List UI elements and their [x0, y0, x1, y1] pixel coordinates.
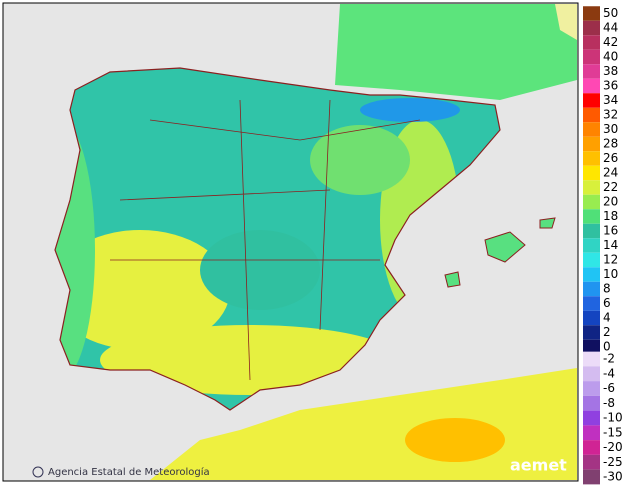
- legend-swatch: [583, 35, 600, 50]
- ibiza: [444, 271, 461, 288]
- legend-label: -4: [603, 366, 615, 380]
- legend-label: -2: [603, 352, 615, 366]
- legend-swatch: [583, 339, 600, 355]
- legend-swatch: [583, 366, 600, 382]
- legend-swatch: [583, 310, 600, 326]
- legend-swatch: [583, 469, 600, 485]
- legend-swatch: [583, 20, 600, 36]
- legend-swatch: [583, 136, 600, 152]
- legend-label: -20: [603, 440, 623, 454]
- legend-label: 26: [603, 151, 618, 165]
- legend-label: 34: [603, 93, 618, 107]
- france-east: [555, 4, 577, 40]
- legend-label: 38: [603, 64, 618, 78]
- legend-label: 44: [603, 21, 618, 35]
- green-coast: [55, 120, 95, 380]
- legend-swatch: [583, 165, 600, 181]
- legend-swatch: [583, 454, 600, 470]
- legend-label: 36: [603, 79, 618, 93]
- legend-label: 0: [603, 340, 611, 354]
- legend-swatch: [583, 425, 600, 441]
- legend-label: 42: [603, 35, 618, 49]
- africa-hot: [405, 418, 505, 462]
- legend-label: 12: [603, 253, 618, 267]
- legend-swatch: [583, 267, 600, 282]
- legend-label: 8: [603, 282, 611, 296]
- legend-swatch: [583, 180, 600, 195]
- credit: Agencia Estatal de Meteorología: [48, 466, 210, 478]
- legend-label: 40: [603, 50, 618, 64]
- logo: aemet: [510, 456, 567, 475]
- legend-label: 2: [603, 325, 611, 339]
- legend-label: 16: [603, 224, 618, 238]
- legend-swatch: [583, 209, 600, 224]
- legend-swatch: [583, 78, 600, 94]
- legend-swatch: [583, 107, 600, 123]
- legend-swatch: [583, 410, 600, 426]
- menorca: [539, 217, 556, 229]
- legend-swatch: [583, 351, 600, 367]
- legend-label: -8: [603, 396, 615, 410]
- legend-swatch: [583, 151, 600, 166]
- copyright-icon: [32, 466, 44, 478]
- legend-swatch: [583, 194, 600, 210]
- legend-label: 22: [603, 180, 618, 194]
- legend-swatch: [583, 223, 600, 239]
- legend-swatch: [583, 296, 600, 311]
- legend-label: 30: [603, 122, 618, 136]
- legend-label: 24: [603, 166, 618, 180]
- legend-label: 20: [603, 195, 618, 209]
- legend-swatch: [583, 64, 600, 79]
- legend-swatch: [583, 6, 600, 21]
- province-borders: [110, 99, 421, 381]
- legend-swatch: [583, 281, 600, 297]
- mancha: [200, 230, 320, 310]
- legend-label: 18: [603, 209, 618, 223]
- legend-swatch: [583, 49, 600, 65]
- pyrenees: [360, 98, 460, 122]
- legend-swatch: [583, 238, 600, 253]
- legend-swatch: [583, 252, 600, 268]
- legend-swatch: [583, 440, 600, 455]
- legend-label: -6: [603, 381, 615, 395]
- legend-swatch: [583, 381, 600, 396]
- legend: 5044424038363432302826242220181614121086…: [583, 6, 623, 485]
- legend-label: -30: [603, 470, 623, 484]
- legend-label: 10: [603, 267, 618, 281]
- legend-label: 4: [603, 311, 611, 325]
- legend-swatch: [583, 395, 600, 411]
- legend-label: -10: [603, 411, 623, 425]
- legend-label: 28: [603, 137, 618, 151]
- legend-label: -15: [603, 425, 623, 439]
- coastline: [54, 67, 501, 411]
- legend-label: -25: [603, 455, 623, 469]
- legend-label: 14: [603, 238, 618, 252]
- legend-swatch: [583, 325, 600, 340]
- mallorca: [484, 231, 526, 263]
- france: [335, 4, 577, 100]
- legend-label: 32: [603, 108, 618, 122]
- legend-swatch: [583, 122, 600, 137]
- legend-label: 50: [603, 6, 618, 20]
- legend-label: 6: [603, 296, 611, 310]
- legend-swatch: [583, 93, 600, 108]
- ebro: [310, 125, 410, 195]
